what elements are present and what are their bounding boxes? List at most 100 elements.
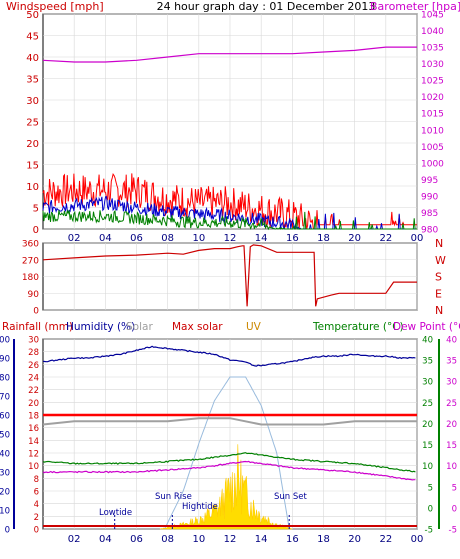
rainfall-tick-label: 6 — [34, 488, 39, 498]
barometer-line — [42, 46, 417, 63]
dewpoint-tick-label: 0 — [452, 504, 457, 514]
barometer-tick-label: 1040 — [421, 27, 444, 37]
climate-annotations: Lowtide Sun Rise Hightide Sun Set — [99, 492, 307, 518]
windspeed-tick-label: 35 — [26, 75, 39, 86]
x-tick-label: 10 — [192, 534, 205, 545]
humidity-tick-label: 60 — [0, 412, 10, 422]
temperature-tick-label: -5 — [425, 526, 433, 536]
x-tick-label: 16 — [286, 534, 299, 545]
rainfall-tick-label: 22 — [28, 386, 39, 396]
x-tick-label: 22 — [379, 233, 392, 244]
legend-uv: UV — [246, 321, 262, 333]
humidity-tick-label: 10 — [0, 507, 10, 517]
barometer-tick-label: 1020 — [421, 93, 444, 103]
dewpoint-tick-label: 10 — [446, 462, 457, 472]
compass-label: S — [435, 271, 442, 284]
dewpoint-tick-label: 25 — [446, 399, 457, 409]
humidity-line — [42, 345, 416, 367]
windspeed-tick-label: 50 — [26, 10, 39, 21]
humidity-tick-label: 30 — [0, 469, 10, 479]
x-tick-label: 20 — [348, 233, 361, 244]
annotation-lowtide: Lowtide — [99, 508, 132, 518]
windspeed-tick-label: 0 — [33, 225, 39, 236]
barometer-tick-label: 1015 — [421, 110, 444, 120]
rainfall-tick-label: 16 — [28, 424, 39, 434]
climate-panel: 0102030405060708090100024681012141618202… — [0, 321, 460, 545]
windspeed-axis: 0 5 10 15 20 25 30 35 40 45 50 — [26, 10, 39, 236]
wind-baro-grid — [43, 13, 418, 230]
temperature-tick-label: 30 — [422, 378, 433, 388]
climate-legend: Rainfall (mm) Humidity (%) Solar Max sol… — [2, 321, 460, 333]
x-tick-label: 00 — [411, 534, 424, 545]
humidity-tick-label: 0 — [5, 526, 10, 536]
chart-title: 24 hour graph day : 01 December 2013 — [157, 0, 376, 13]
dewpoint-tick-label: 30 — [446, 378, 457, 388]
rainfall-tick-label: 8 — [34, 475, 39, 485]
barometer-tick-label: 1010 — [421, 126, 444, 136]
x-tick-label: 14 — [255, 233, 268, 244]
x-tick-label: 18 — [317, 233, 330, 244]
climate-series — [42, 345, 417, 530]
x-tick-label: 00 — [411, 233, 424, 244]
rainfall-tick-label: 14 — [28, 437, 39, 447]
x-tick-label: 12 — [224, 233, 237, 244]
windspeed-tick-label: 30 — [26, 96, 39, 107]
barometer-axis-title: Barometer [hpa] — [370, 0, 460, 13]
direction-tick-label: 0 — [33, 307, 39, 317]
dewpoint-tick-label: 35 — [446, 357, 457, 367]
x-tick-label: 14 — [255, 534, 268, 545]
dewpoint-tick-label: -5 — [449, 526, 457, 536]
wind-baro-series — [42, 46, 417, 231]
legend-dew-point: Dew Point (°C) — [393, 321, 460, 333]
temperature-tick-label: 35 — [422, 357, 433, 367]
x-tick-label: 08 — [161, 233, 174, 244]
barometer-tick-label: 1005 — [421, 143, 444, 153]
compass-label: E — [435, 287, 442, 300]
rainfall-tick-label: 12 — [28, 450, 39, 460]
windspeed-tick-label: 40 — [26, 53, 39, 64]
temperature-tick-label: 15 — [422, 441, 433, 451]
x-tick-label: 04 — [99, 534, 112, 545]
direction-tick-label: 180 — [22, 273, 39, 283]
x-tick-label: 16 — [286, 233, 299, 244]
wind-direction-line — [42, 244, 417, 307]
barometer-tick-label: 1045 — [421, 11, 444, 21]
dewpoint-line — [42, 460, 416, 481]
x-tick-label: 12 — [224, 534, 237, 545]
x-tick-label: 06 — [130, 233, 143, 244]
legend-temperature: Temperature (°C) — [312, 321, 404, 333]
temperature-tick-label: 10 — [422, 462, 433, 472]
annotation-hightide: Hightide — [182, 502, 218, 512]
x-tick-label: 02 — [68, 233, 81, 244]
temperature-tick-label: 20 — [422, 420, 433, 430]
x-tick-label: 04 — [99, 233, 112, 244]
rainfall-tick-label: 30 — [28, 336, 39, 346]
x-tick-label: 18 — [317, 534, 330, 545]
barometer-tick-label: 1030 — [421, 60, 444, 70]
x-tick-label: 06 — [130, 534, 143, 545]
rainfall-tick-label: 24 — [28, 374, 39, 384]
temperature-line — [42, 452, 416, 473]
climate-grid — [43, 338, 418, 530]
legend-max-solar: Max solar — [172, 321, 223, 333]
rainfall-tick-label: 0 — [34, 526, 39, 536]
dewpoint-tick-label: 15 — [446, 441, 457, 451]
climate-axes: 0102030405060708090100024681012141618202… — [0, 336, 457, 536]
windspeed-tick-label: 45 — [26, 32, 39, 43]
climate-x-axis: 02 04 06 08 10 12 14 16 18 20 22 00 — [68, 534, 424, 545]
x-tick-label: 20 — [348, 534, 361, 545]
rainfall-tick-label: 20 — [28, 399, 39, 409]
wind-low-line — [42, 209, 417, 231]
annotation-sunset: Sun Set — [274, 492, 307, 502]
rainfall-tick-label: 26 — [28, 361, 39, 371]
dewpoint-tick-label: 20 — [446, 420, 457, 430]
legend-humidity: Humidity (%) — [66, 321, 135, 333]
compass-label: N — [435, 237, 443, 250]
barometer-tick-label: 1035 — [421, 44, 444, 54]
windspeed-tick-label: 20 — [26, 139, 39, 150]
